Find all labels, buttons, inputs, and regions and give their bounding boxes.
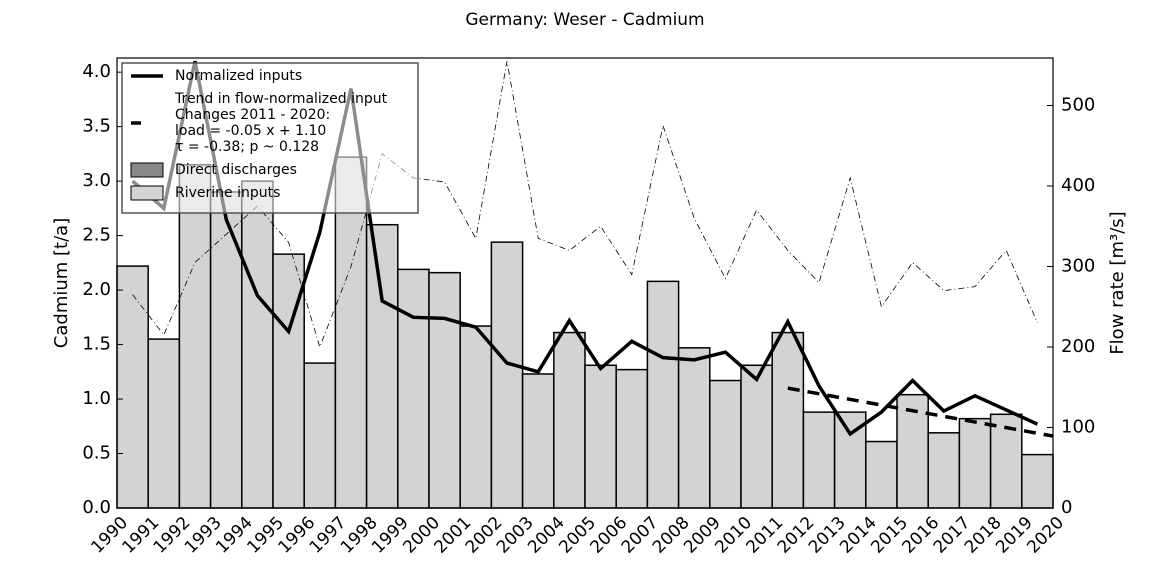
chart-title: Germany: Weser - Cadmium bbox=[465, 10, 704, 30]
bar bbox=[802, 411, 836, 509]
bar bbox=[646, 280, 680, 509]
bar bbox=[553, 331, 586, 509]
y2-tick-label: 0 bbox=[1061, 497, 1072, 518]
legend-label: Direct discharges bbox=[175, 162, 297, 178]
bar bbox=[927, 432, 961, 509]
bar bbox=[584, 364, 617, 509]
y2-tick-label: 500 bbox=[1061, 94, 1095, 115]
bar bbox=[334, 156, 368, 509]
bar bbox=[303, 362, 337, 509]
bar bbox=[865, 440, 898, 509]
legend-swatch bbox=[130, 185, 164, 201]
legend-annotation: τ = -0.38; p ~ 0.128 bbox=[175, 139, 319, 155]
bar bbox=[397, 268, 430, 509]
bar bbox=[428, 271, 461, 509]
legend-label: Normalized inputs bbox=[175, 68, 302, 84]
y-tick-label: 3.0 bbox=[82, 170, 111, 191]
y-axis-label: Cadmium [t/a] bbox=[51, 218, 72, 348]
bar bbox=[740, 364, 773, 509]
bar bbox=[958, 417, 992, 509]
bar bbox=[771, 331, 805, 509]
y-tick-label: 4.0 bbox=[82, 61, 111, 82]
line bbox=[132, 61, 1038, 349]
legend-label: Riverine inputs bbox=[175, 185, 280, 201]
bar bbox=[116, 265, 149, 509]
legend-label: Trend in flow-normalized input bbox=[174, 91, 388, 107]
y-tick-label: 2.0 bbox=[82, 279, 111, 300]
y-tick-label: 3.5 bbox=[82, 116, 111, 137]
x-tick-label: 2020 bbox=[1023, 513, 1068, 558]
y-tick-label: 0.0 bbox=[82, 497, 111, 518]
y2-axis-label: Flow rate [m³/s] bbox=[1107, 211, 1128, 354]
y2-tick-label: 200 bbox=[1061, 336, 1095, 357]
legend-box bbox=[121, 62, 419, 214]
bar bbox=[209, 191, 243, 509]
bar bbox=[241, 180, 274, 509]
line bbox=[787, 386, 1053, 438]
bar bbox=[365, 223, 399, 509]
y2-tick-label: 300 bbox=[1061, 255, 1095, 276]
bar bbox=[147, 338, 181, 509]
legend: Normalized inputs Trend in flow-normalize… bbox=[121, 62, 419, 214]
bar bbox=[677, 347, 711, 509]
bar bbox=[459, 325, 493, 509]
bar bbox=[1021, 453, 1054, 509]
y-tick-label: 1.5 bbox=[82, 334, 111, 355]
y-tick-label: 2.5 bbox=[82, 225, 111, 246]
y2-tick-label: 100 bbox=[1061, 416, 1095, 437]
legend-annotation: load = -0.05 x + 1.10 bbox=[175, 123, 326, 139]
bar bbox=[709, 379, 742, 509]
legend-swatch bbox=[130, 162, 164, 178]
y-tick-label: 0.5 bbox=[82, 443, 111, 464]
bar bbox=[615, 368, 649, 509]
bar bbox=[490, 241, 524, 509]
y-tick-label: 1.0 bbox=[82, 388, 111, 409]
y2-tick-label: 400 bbox=[1061, 175, 1095, 196]
bar bbox=[178, 164, 212, 509]
legend-annotation: Changes 2011 - 2020: bbox=[175, 107, 330, 123]
bar bbox=[521, 373, 555, 509]
